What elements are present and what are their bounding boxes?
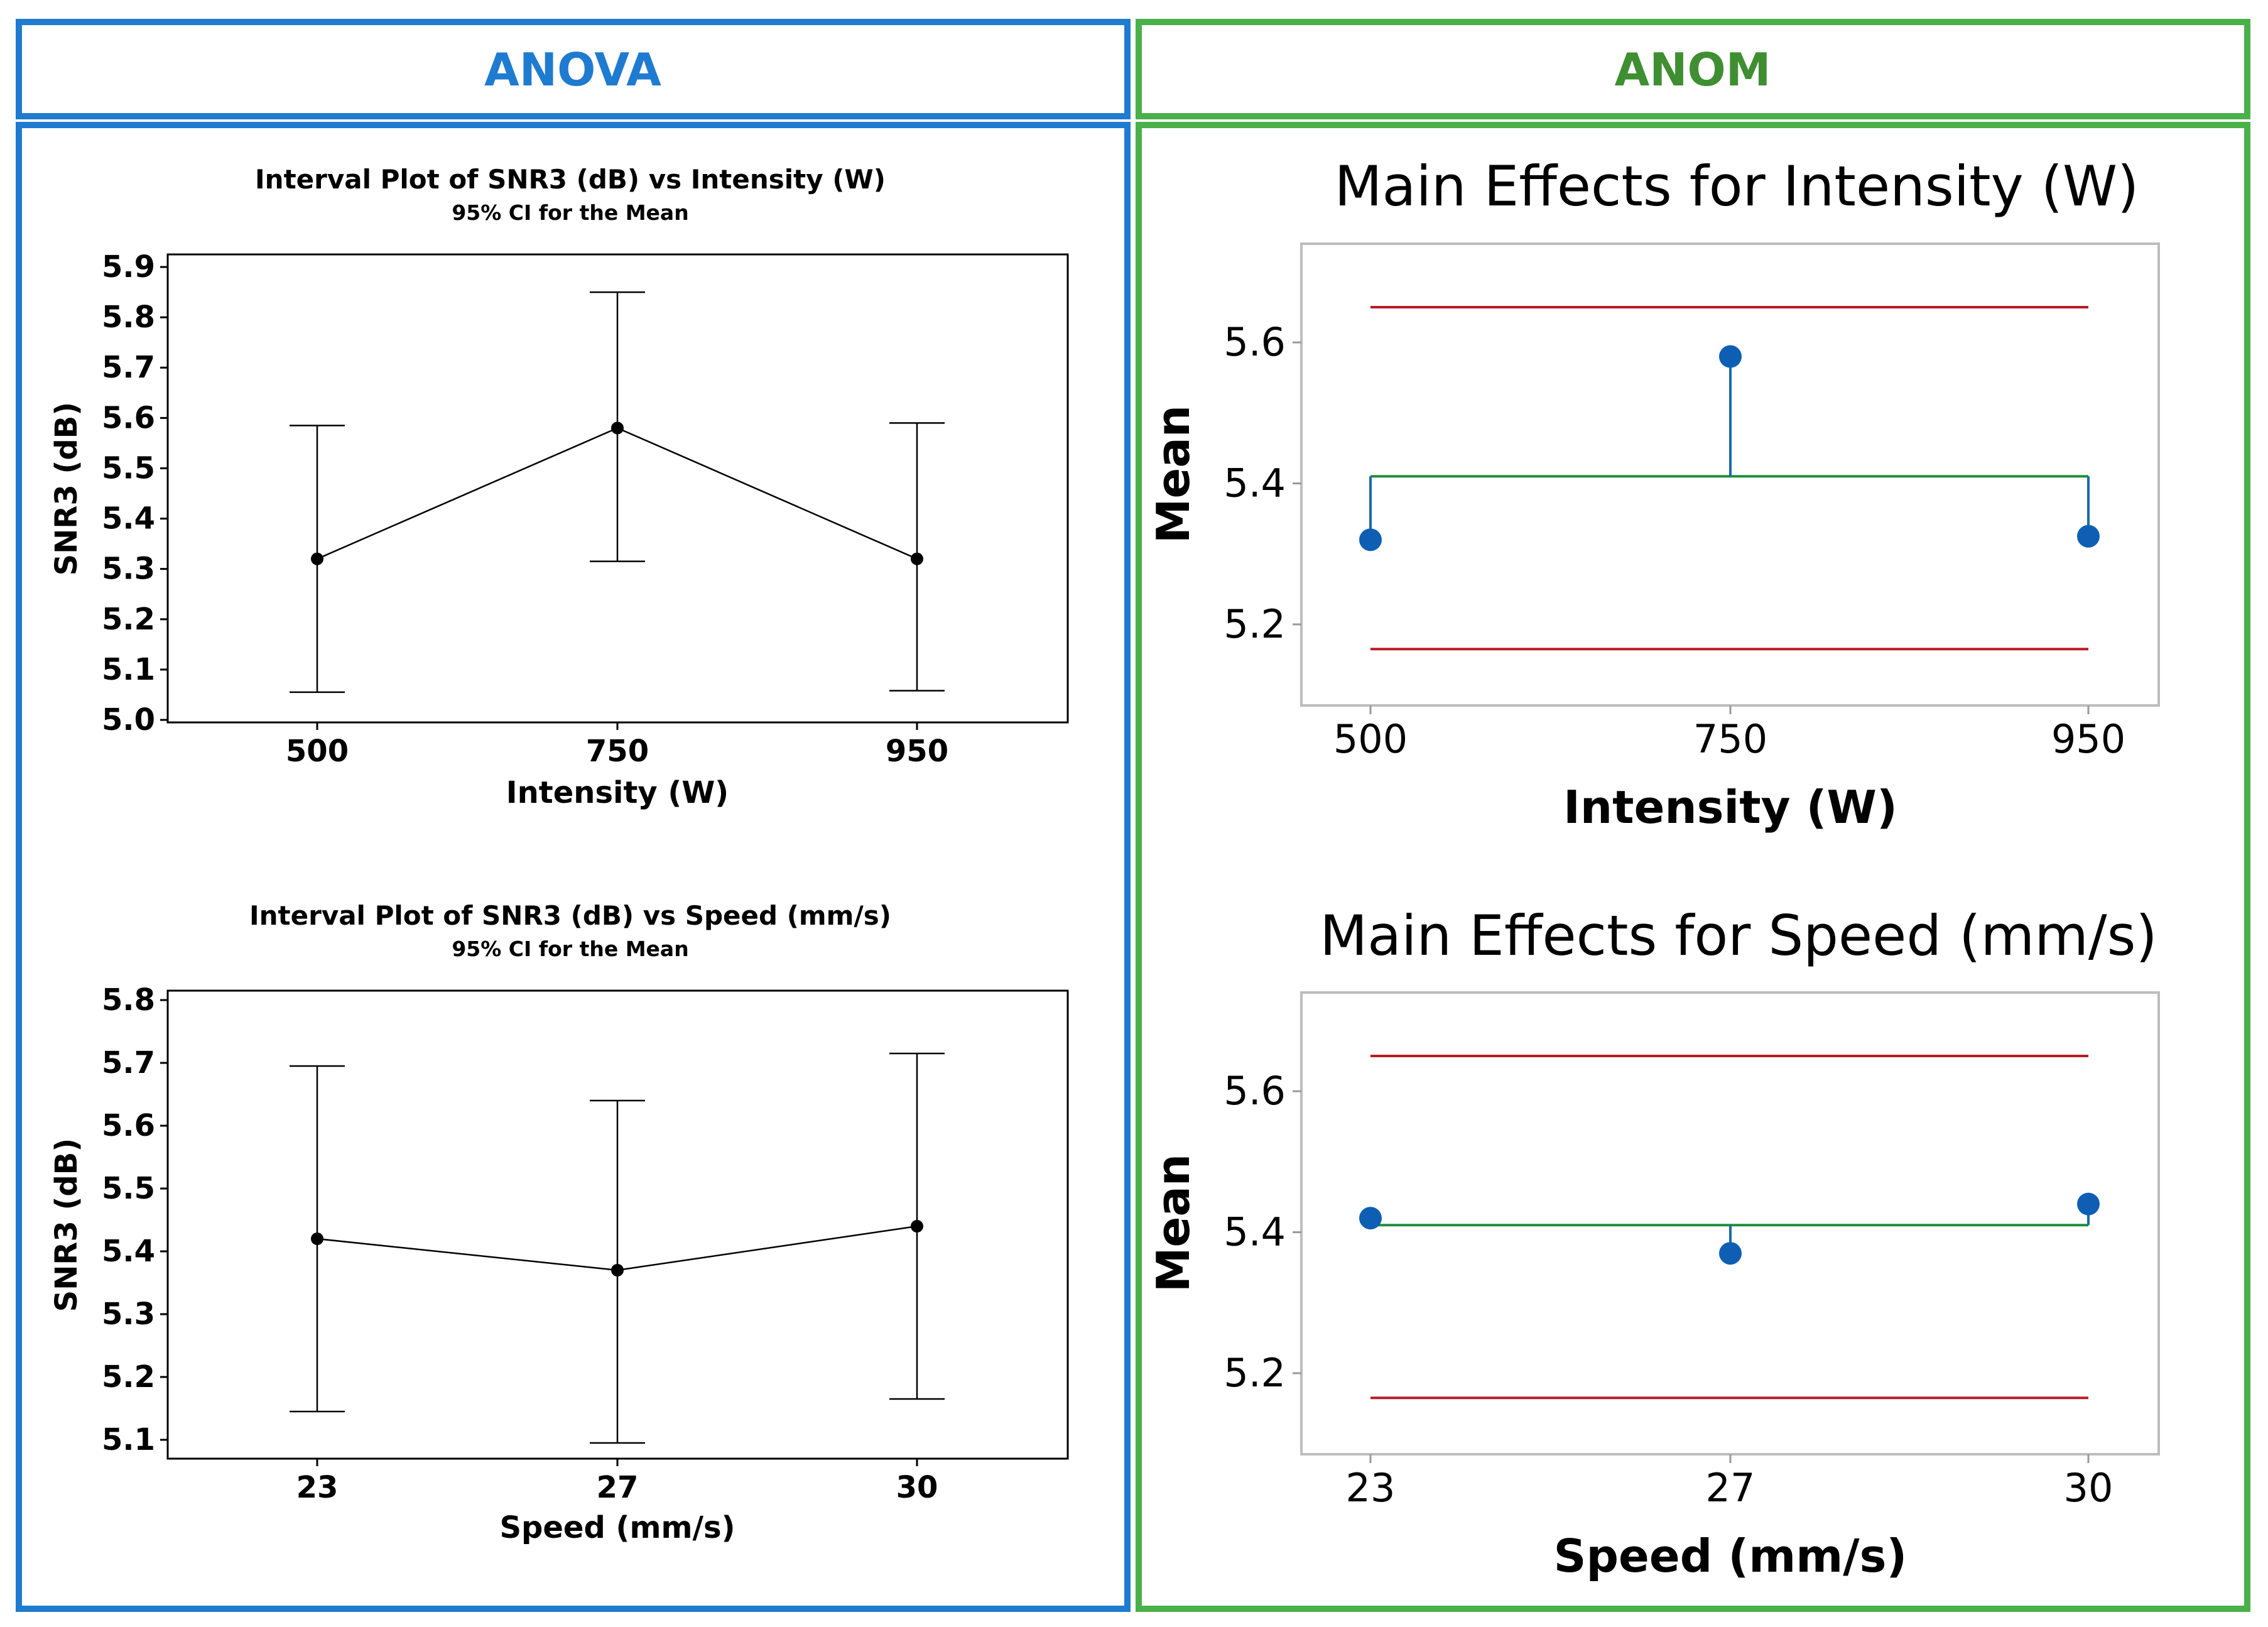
y-tick-label: 5.8 — [102, 982, 155, 1018]
x-tick-label: 750 — [586, 734, 649, 769]
mean-point — [2077, 1192, 2100, 1216]
y-tick-label: 5.4 — [102, 1234, 155, 1269]
y-tick-label: 5.4 — [1224, 1209, 1286, 1255]
y-tick-label: 5.6 — [1224, 1068, 1286, 1114]
x-tick-label: 27 — [1706, 1465, 1755, 1511]
chart-title: Main Effects for Speed (mm/s) — [1320, 903, 2157, 968]
x-axis-label: Intensity (W) — [1563, 781, 1897, 834]
y-tick-label: 5.2 — [1224, 1350, 1286, 1396]
chart-title: Interval Plot of SNR3 (dB) vs Speed (mm/… — [249, 900, 891, 931]
y-axis-label: Mean — [1147, 1154, 1200, 1292]
interval-plot-speed: Interval Plot of SNR3 (dB) vs Speed (mm/… — [49, 900, 1069, 1545]
x-tick-label: 750 — [1693, 716, 1767, 762]
chart-subtitle: 95% CI for the Mean — [452, 200, 688, 225]
y-tick-label: 5.6 — [102, 400, 155, 435]
x-tick-label: 23 — [296, 1470, 339, 1505]
y-tick-label: 5.2 — [102, 1359, 155, 1395]
mean-point — [311, 1232, 323, 1245]
y-axis-label: SNR3 (dB) — [49, 1138, 84, 1312]
x-axis-label: Speed (mm/s) — [499, 1510, 735, 1545]
y-tick-label: 5.7 — [102, 1045, 155, 1080]
mean-point — [911, 552, 923, 565]
x-tick-label: 500 — [1333, 716, 1408, 762]
y-tick-label: 5.1 — [102, 652, 155, 687]
y-tick-label: 5.3 — [102, 1297, 155, 1332]
y-tick-label: 5.1 — [102, 1422, 155, 1457]
x-tick-label: 23 — [1346, 1465, 1396, 1511]
y-tick-label: 5.5 — [102, 1171, 155, 1206]
mean-point — [1719, 1242, 1742, 1265]
mean-point — [1359, 528, 1382, 552]
mean-point — [611, 1264, 624, 1276]
mean-point — [1359, 1207, 1382, 1230]
anom-title: ANOM — [1615, 43, 1771, 96]
chart-title: Interval Plot of SNR3 (dB) vs Intensity … — [255, 164, 886, 195]
y-tick-label: 5.2 — [1224, 601, 1286, 647]
y-axis-label: SNR3 (dB) — [49, 402, 84, 576]
mean-point — [1719, 345, 1742, 368]
y-tick-label: 5.2 — [102, 602, 155, 637]
x-axis-label: Speed (mm/s) — [1554, 1530, 1907, 1582]
anom-body-frame — [1136, 122, 2250, 1612]
anom-plot-speed: Main Effects for Speed (mm/s) Mean Speed… — [1147, 903, 2160, 1582]
y-tick-label: 5.6 — [102, 1108, 155, 1143]
chart-subtitle: 95% CI for the Mean — [452, 937, 688, 961]
y-axis-label: Mean — [1147, 405, 1200, 543]
y-tick-label: 5.4 — [1224, 460, 1286, 506]
anova-body-frame — [16, 122, 1131, 1612]
y-tick-label: 5.3 — [102, 552, 155, 587]
x-tick-label: 30 — [2064, 1465, 2113, 1511]
anom-header-frame — [1136, 19, 2250, 119]
y-tick-label: 5.9 — [102, 249, 155, 285]
y-tick-label: 5.7 — [102, 350, 155, 385]
mean-point — [311, 552, 323, 565]
x-tick-label: 950 — [2051, 716, 2125, 762]
y-tick-label: 5.0 — [102, 702, 155, 737]
y-tick-label: 5.5 — [102, 450, 155, 486]
x-tick-label: 500 — [286, 734, 349, 769]
chart-title: Main Effects for Intensity (W) — [1335, 154, 2139, 219]
y-tick-label: 5.8 — [102, 300, 155, 335]
anova-header-frame — [16, 19, 1131, 119]
y-tick-label: 5.4 — [102, 501, 155, 536]
x-tick-label: 950 — [886, 734, 948, 769]
x-axis-label: Intensity (W) — [506, 775, 729, 810]
anova-title: ANOVA — [484, 43, 661, 96]
y-tick-label: 5.6 — [1224, 319, 1286, 365]
x-tick-label: 27 — [597, 1470, 639, 1505]
mean-point — [611, 422, 624, 435]
x-tick-label: 30 — [896, 1470, 938, 1505]
plot-frame — [1300, 991, 2160, 1456]
mean-point — [2077, 525, 2100, 548]
interval-plot-intensity: Interval Plot of SNR3 (dB) vs Intensity … — [49, 164, 1069, 810]
mean-point — [911, 1220, 923, 1232]
anom-plot-intensity: Main Effects for Intensity (W) Mean Inte… — [1147, 154, 2160, 834]
